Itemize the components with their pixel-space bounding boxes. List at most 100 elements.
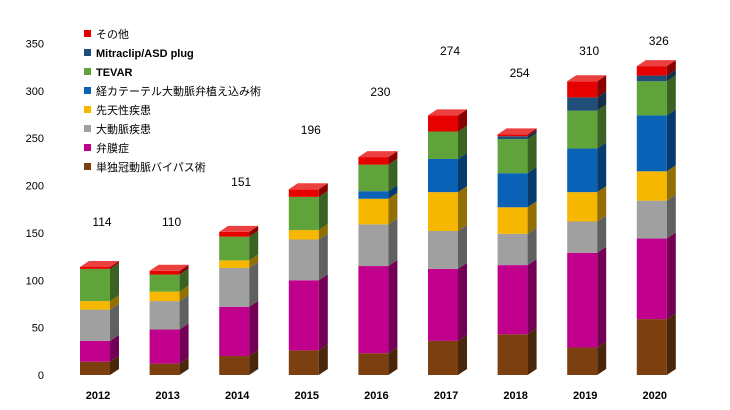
bar-segment-side — [597, 341, 607, 375]
bar-segment-side — [249, 230, 259, 261]
bar-segment — [497, 139, 528, 174]
legend: その他 Mitraclip/ASD plug TEVAR 経カテーテル大動脈弁植え込み… — [84, 28, 261, 174]
bar-segment — [219, 236, 250, 261]
total-labels: 114 110 151 196 230 274 254 310 326 — [92, 34, 669, 229]
bar-segment — [636, 238, 667, 320]
bar-segment-side — [666, 313, 676, 375]
bar-segment-side — [597, 186, 607, 222]
bar-segment — [358, 157, 389, 165]
bar-segment — [80, 301, 110, 310]
bar-segment — [149, 301, 180, 330]
bar-segment-side — [458, 334, 467, 375]
bar-segment-top — [219, 225, 259, 232]
legend-swatch — [84, 87, 91, 94]
y-tick-label: 250 — [26, 133, 44, 145]
bar-segment — [567, 97, 598, 111]
legend-item: Mitraclip/ASD plug — [84, 48, 194, 60]
bar-stack — [358, 151, 398, 375]
total-label: 114 — [92, 215, 111, 229]
total-label: 196 — [301, 123, 321, 137]
bar-segment-side — [318, 274, 328, 351]
bar-segment — [219, 231, 250, 237]
bar-segment-side — [110, 295, 119, 310]
legend-item: 弁膜症 — [84, 141, 129, 155]
bar-stack — [567, 75, 607, 375]
bar-stack — [288, 183, 328, 375]
bar-segment-side — [318, 190, 328, 231]
legend-item: 経カテーテル大動脈弁植え込み術 — [84, 84, 261, 98]
legend-swatch — [84, 106, 91, 113]
bar-segment — [219, 306, 250, 357]
bar-segment-side — [458, 125, 467, 159]
legend-label: 先天性疾患 — [96, 103, 151, 117]
bar-segment-side — [527, 227, 537, 266]
bar-segment — [358, 353, 389, 375]
legend-swatch — [84, 30, 91, 37]
bar-segment-side — [458, 152, 467, 193]
bar-segment — [636, 319, 667, 375]
legend-label: 単独冠動脈バイパス術 — [96, 160, 206, 174]
bar-segment — [219, 267, 250, 307]
bar-segment-side — [179, 295, 189, 330]
bar-segment — [428, 340, 458, 375]
bar-segment-side — [388, 260, 398, 354]
bars — [80, 60, 676, 375]
bar-segment-side — [318, 183, 328, 197]
bar-stack — [149, 264, 189, 375]
bar-segment-side — [179, 264, 189, 275]
bar-segment-side — [458, 262, 467, 341]
bar-segment-side — [597, 215, 607, 253]
legend-item: TEVAR — [84, 67, 133, 79]
y-tick-label: 50 — [32, 323, 44, 335]
bar-segment-side — [527, 130, 537, 140]
total-label: 274 — [440, 44, 460, 58]
bar-segment-side — [388, 158, 398, 192]
bar-segment-side — [527, 167, 537, 208]
bar-segment — [567, 347, 598, 375]
bar-segment — [149, 274, 180, 292]
bar-segment-side — [110, 334, 119, 362]
bar-segment — [636, 115, 667, 172]
legend-swatch — [84, 163, 91, 170]
bar-segment-side — [249, 254, 259, 268]
bar-segment — [219, 356, 250, 375]
bar-segment — [567, 148, 598, 193]
bar-segment-side — [110, 355, 119, 375]
bar-segment-side — [249, 350, 259, 375]
bar-segment — [358, 266, 389, 354]
bar-segment-side — [597, 142, 607, 193]
bar-segment-side — [527, 259, 537, 335]
bar-segment — [497, 134, 528, 137]
bar-segment — [636, 66, 667, 76]
bar-segment-side — [458, 186, 467, 231]
y-tick-label: 200 — [26, 181, 44, 193]
bar-segment-side — [179, 285, 189, 302]
bar-segment — [80, 361, 110, 375]
legend-item: 先天性疾患 — [84, 103, 151, 117]
bar-segment — [567, 81, 598, 98]
bar-segment-top — [358, 151, 398, 158]
x-tick-label: 2017 — [434, 390, 458, 402]
legend-swatch — [84, 144, 91, 151]
bar-segment — [149, 291, 180, 302]
bar-stack — [428, 109, 467, 375]
bar-segment — [497, 207, 528, 234]
bar-segment — [567, 252, 598, 348]
bar-segment-side — [249, 261, 259, 307]
bar-segment-side — [666, 165, 676, 201]
total-label: 230 — [370, 85, 390, 99]
bar-stack — [636, 60, 676, 375]
bar-segment-side — [666, 194, 676, 239]
bar-segment — [219, 260, 250, 268]
bar-segment — [567, 192, 598, 222]
bar-segment-side — [318, 233, 328, 281]
bar-segment — [567, 221, 598, 253]
bar-segment-side — [318, 224, 328, 240]
legend-label: Mitraclip/ASD plug — [96, 48, 194, 60]
bar-segment — [149, 363, 180, 375]
bar-segment — [288, 189, 319, 197]
bar-segment — [497, 265, 528, 335]
bar-stack — [497, 128, 537, 375]
bar-segment-side — [179, 357, 189, 375]
